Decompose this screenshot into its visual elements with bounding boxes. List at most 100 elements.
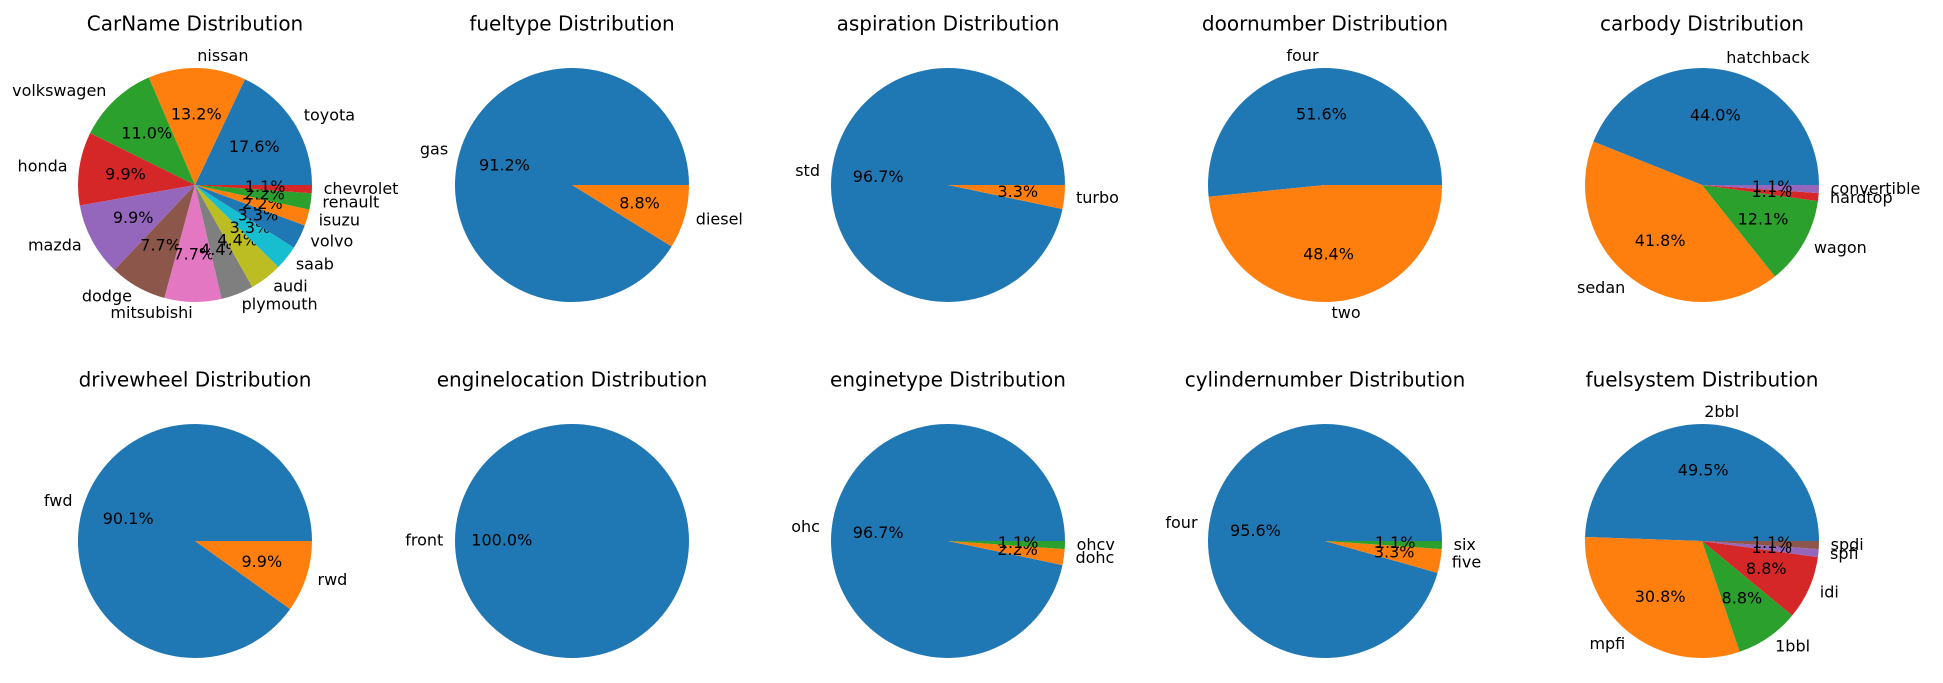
- slice-label: mpfi: [1589, 634, 1625, 653]
- drivewheel-distribution-pie: drivewheel Distribution fwd 90.1% rwd 9.9%: [44, 368, 347, 659]
- slice-hatchback: [1593, 68, 1819, 185]
- slice-percentage: 9.9%: [242, 552, 283, 571]
- slice-ohcv: [948, 541, 1065, 550]
- slice-label: rwd: [318, 570, 348, 589]
- slice-label: chevrolet: [324, 179, 399, 198]
- slice-percentage: 1.1%: [1375, 533, 1416, 552]
- enginelocation-distribution-pie: enginelocation Distribution front 100.0%: [405, 368, 708, 658]
- slice-dohc: [948, 541, 1065, 566]
- slice-label: dodge: [82, 287, 132, 306]
- carbody-distribution-pie: carbody Distribution hatchback 44.0% sedan 4…: [1577, 12, 1920, 302]
- slice-label: plymouth: [242, 294, 318, 313]
- slice-label: gas: [420, 139, 448, 158]
- slice-dodge: [114, 185, 195, 298]
- slice-label: renault: [322, 193, 379, 212]
- slice-label: ohcv: [1077, 535, 1115, 554]
- slice-label: sedan: [1577, 278, 1625, 297]
- chart-title: drivewheel Distribution: [79, 368, 312, 392]
- slice-label: four: [1286, 46, 1319, 65]
- chart-title: enginelocation Distribution: [437, 368, 708, 392]
- slice-label: convertible: [1831, 179, 1921, 198]
- chart-title: doornumber Distribution: [1202, 12, 1448, 36]
- slice-five: [1325, 541, 1442, 573]
- slice-percentage: 96.7%: [853, 167, 904, 186]
- slice-percentage: 48.4%: [1303, 245, 1354, 264]
- slice-percentage: 8.8%: [619, 194, 660, 213]
- slice-percentage: 1.1%: [998, 533, 1039, 552]
- carname-distribution-pie: CarName Distribution toyota 17.6% nissan 13.…: [12, 12, 398, 323]
- slice-nissan: [148, 68, 245, 185]
- slice-percentage: 11.0%: [121, 124, 172, 143]
- slice-mitsubishi: [164, 185, 222, 302]
- slice-percentage: 8.8%: [1722, 588, 1763, 607]
- slice-mpfi: [1585, 536, 1740, 658]
- slice-label: volvo: [310, 232, 353, 251]
- slice-label: ohc: [791, 517, 820, 536]
- slice-audi: [195, 185, 279, 288]
- slice-spdi: [1702, 541, 1819, 550]
- slice-percentage: 96.7%: [853, 523, 904, 542]
- slice-percentage: 3.3%: [1374, 543, 1415, 562]
- slice-label: diesel: [696, 210, 743, 229]
- slice-label: hatchback: [1726, 48, 1810, 67]
- slice-2bbl: [1585, 424, 1819, 541]
- slice-percentage: 100.0%: [471, 531, 532, 550]
- slice-honda: [78, 133, 195, 206]
- slice-percentage: 9.9%: [113, 208, 154, 227]
- slice-percentage: 12.1%: [1738, 209, 1789, 228]
- slice-volkswagen: [90, 77, 195, 185]
- chart-title: fueltype Distribution: [469, 12, 674, 36]
- slice-percentage: 13.2%: [171, 104, 222, 123]
- slice-plymouth: [195, 185, 253, 299]
- slice-label: std: [795, 161, 820, 180]
- doornumber-distribution-pie: doornumber Distribution four 51.6% two 48.4%: [1202, 12, 1448, 323]
- slice-four: [1208, 424, 1442, 659]
- slice-label: mazda: [28, 236, 82, 255]
- slice-saab: [195, 185, 294, 267]
- chart-title: cylindernumber Distribution: [1185, 368, 1466, 392]
- slice-ohc: [831, 423, 1066, 658]
- slice-front: [455, 424, 689, 658]
- chart-title: enginetype Distribution: [830, 368, 1066, 392]
- slice-toyota: [195, 79, 312, 185]
- chart-title: fuelsystem Distribution: [1586, 368, 1819, 392]
- slice-label: fwd: [44, 491, 73, 510]
- slice-label: honda: [18, 156, 68, 175]
- slice-label: turbo: [1076, 188, 1119, 207]
- slice-1bbl: [1702, 541, 1793, 652]
- slice-percentage: 7.7%: [140, 236, 181, 255]
- slice-wagon: [1702, 185, 1818, 277]
- slice-label: volkswagen: [12, 81, 106, 100]
- slice-percentage: 90.1%: [103, 509, 154, 528]
- chart-title: CarName Distribution: [87, 12, 303, 36]
- slice-label: front: [405, 531, 443, 550]
- slice-percentage: 30.8%: [1635, 587, 1686, 606]
- slice-percentage: 7.7%: [173, 245, 214, 264]
- slice-six: [1325, 541, 1442, 550]
- slice-label: audi: [273, 277, 308, 296]
- slice-percentage: 9.9%: [105, 165, 146, 184]
- cylindernumber-distribution-pie: cylindernumber Distribution four 95.6% five…: [1165, 368, 1481, 659]
- slice-chevrolet: [195, 185, 312, 194]
- slice-percentage: 3.3%: [997, 182, 1038, 201]
- slice-label: 1bbl: [1775, 636, 1810, 655]
- slice-four: [1208, 68, 1442, 197]
- slice-percentage: 41.8%: [1635, 231, 1686, 250]
- slice-renault: [195, 185, 312, 210]
- slice-label: five: [1452, 553, 1481, 572]
- slice-gas: [455, 68, 689, 303]
- fueltype-distribution-pie: fueltype Distribution gas 91.2% diesel 8.8%: [420, 12, 743, 303]
- slice-percentage: 51.6%: [1296, 104, 1347, 123]
- slice-label: idi: [1820, 582, 1839, 601]
- slice-label: six: [1454, 535, 1476, 554]
- slice-hardtop: [1702, 185, 1819, 202]
- aspiration-distribution-pie: aspiration Distribution std 96.7% turbo 3.3%: [795, 12, 1119, 302]
- slice-label: dohc: [1075, 548, 1114, 567]
- slice-label: spdi: [1831, 535, 1864, 554]
- slice-label: four: [1165, 513, 1198, 532]
- slice-fwd: [78, 424, 312, 659]
- slice-label: isuzu: [319, 210, 360, 229]
- slice-percentage: 1.1%: [1752, 533, 1793, 552]
- slice-convertible: [1702, 185, 1819, 194]
- slice-volvo: [195, 185, 305, 248]
